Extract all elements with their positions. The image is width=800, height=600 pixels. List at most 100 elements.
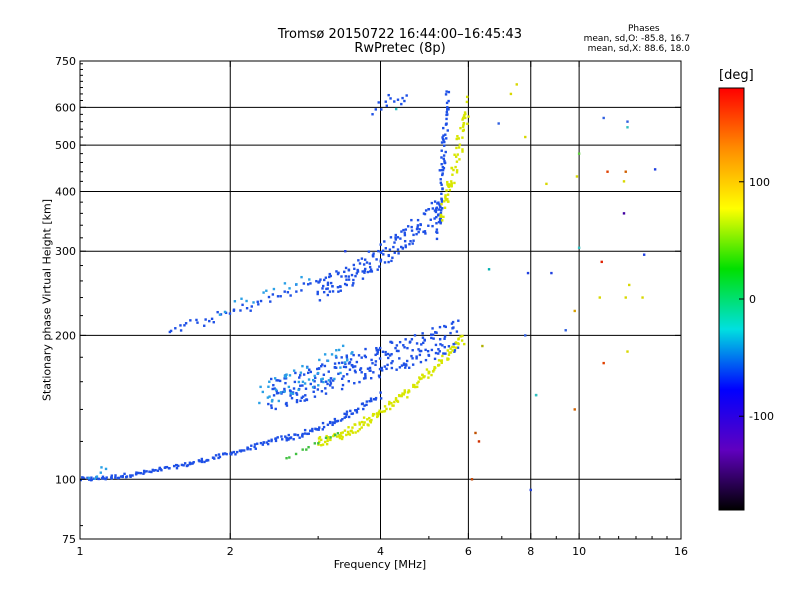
- echo-point: [442, 134, 445, 137]
- echo-point: [114, 474, 117, 477]
- echo-point: [217, 456, 220, 460]
- echo-point: [272, 287, 276, 291]
- echo-point: [337, 290, 340, 293]
- echo-point: [380, 369, 384, 372]
- echo-point: [343, 361, 347, 364]
- echo-point: [314, 427, 317, 431]
- echo-point: [430, 333, 433, 336]
- echo-point: [391, 256, 394, 259]
- echo-point: [411, 349, 414, 352]
- echo-point: [383, 405, 387, 408]
- echo-point: [439, 343, 442, 346]
- echo-point: [456, 135, 459, 138]
- echo-point: [463, 111, 467, 114]
- echo-point: [93, 477, 97, 480]
- echo-point: [374, 108, 377, 111]
- echo-point: [430, 348, 434, 352]
- echo-point: [307, 445, 310, 449]
- echo-point: [410, 338, 414, 341]
- outlier-point: [626, 350, 629, 353]
- echo-point: [284, 402, 288, 406]
- echo-point: [444, 197, 447, 200]
- echo-point: [435, 206, 439, 209]
- echo-point: [317, 437, 321, 440]
- echo-point: [444, 325, 447, 329]
- echo-point: [368, 416, 371, 420]
- echo-point: [298, 376, 301, 379]
- echo-point: [232, 450, 236, 454]
- echo-point: [331, 386, 334, 389]
- echo-point: [168, 330, 172, 334]
- x-tick-label: 2: [227, 545, 234, 558]
- echo-point: [379, 251, 383, 255]
- echo-point: [371, 362, 374, 365]
- echo-point: [393, 400, 396, 404]
- echo-point: [345, 356, 349, 359]
- echo-point: [322, 425, 326, 429]
- echo-point: [440, 141, 444, 144]
- echo-point: [230, 451, 234, 454]
- echo-point: [279, 295, 282, 298]
- echo-point: [351, 284, 354, 287]
- echo-point: [415, 385, 419, 389]
- echo-point: [440, 183, 443, 186]
- echo-point: [461, 118, 464, 121]
- echo-point: [363, 269, 366, 272]
- x-tick-label: 10: [572, 545, 586, 558]
- echo-point: [304, 387, 308, 390]
- echo-point: [442, 154, 446, 157]
- echo-point: [431, 207, 435, 210]
- echo-point: [307, 368, 311, 372]
- echo-point: [354, 371, 357, 374]
- echo-point: [450, 166, 453, 170]
- echo-point: [351, 351, 354, 354]
- echo-point: [372, 413, 376, 416]
- echo-point: [446, 113, 449, 116]
- echo-point: [208, 319, 211, 323]
- echo-point: [183, 462, 187, 465]
- echo-point: [316, 371, 320, 375]
- echo-point: [354, 274, 357, 278]
- echo-point: [148, 470, 151, 473]
- phases-heading: Phases: [628, 24, 660, 34]
- echo-point: [447, 353, 451, 357]
- echo-point: [364, 347, 367, 351]
- echo-point: [341, 383, 345, 387]
- echo-point: [328, 438, 332, 441]
- echo-point: [377, 249, 380, 253]
- echo-point: [435, 331, 438, 334]
- echo-point: [402, 228, 405, 232]
- echo-point: [408, 242, 411, 246]
- echo-point: [355, 272, 359, 275]
- echo-point: [212, 321, 215, 324]
- echo-point: [352, 278, 355, 282]
- echo-point: [352, 282, 355, 285]
- echo-point: [222, 453, 225, 456]
- echo-point: [466, 122, 469, 126]
- echo-point: [402, 363, 406, 366]
- echo-point: [375, 412, 379, 415]
- echo-point: [259, 441, 263, 445]
- echo-point: [394, 233, 397, 237]
- echo-point: [358, 380, 361, 384]
- echo-point: [318, 440, 321, 443]
- echo-point: [413, 334, 417, 337]
- echo-point: [379, 397, 383, 400]
- outlier-point: [524, 135, 527, 139]
- echo-point: [345, 354, 348, 357]
- echo-point: [315, 279, 318, 283]
- echo-point: [410, 354, 413, 358]
- echo-point: [345, 413, 348, 416]
- echo-point: [274, 388, 278, 391]
- echo-point: [331, 423, 334, 427]
- echo-point: [443, 206, 447, 209]
- echo-point: [424, 348, 427, 352]
- echo-point: [175, 467, 179, 470]
- echo-point: [284, 375, 288, 379]
- echo-point: [316, 388, 320, 391]
- echo-point: [447, 184, 450, 187]
- outlier-point: [606, 170, 609, 173]
- echo-point: [210, 317, 214, 321]
- echo-point: [96, 477, 100, 481]
- echo-point: [370, 418, 373, 422]
